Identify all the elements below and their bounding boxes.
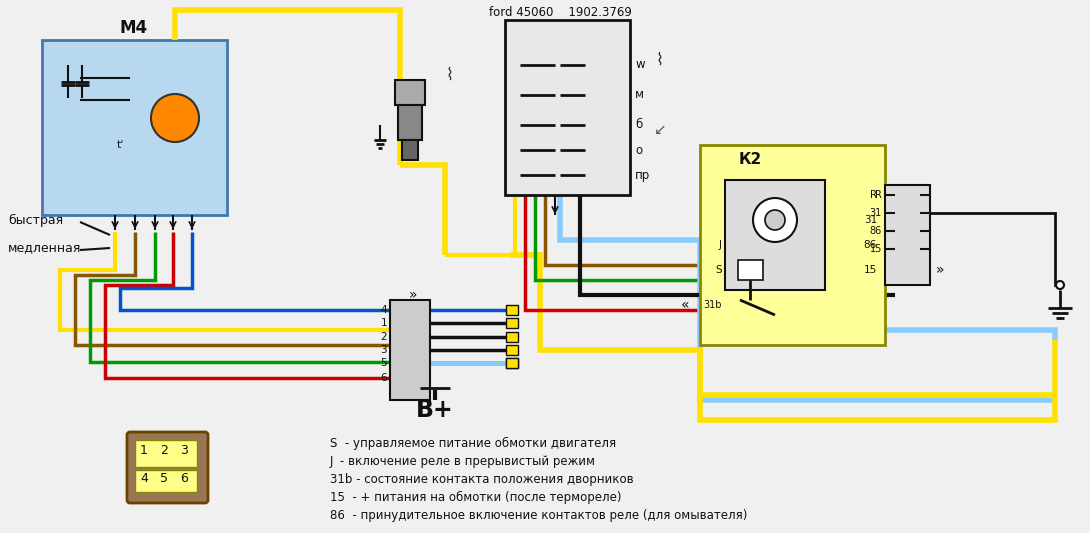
Bar xyxy=(390,300,429,400)
Text: 2: 2 xyxy=(160,445,168,457)
Text: о: о xyxy=(635,143,642,157)
Text: 3: 3 xyxy=(180,445,187,457)
Text: 86  - принудительное включение контактов реле (для омывателя): 86 - принудительное включение контактов … xyxy=(330,508,748,521)
Text: 86: 86 xyxy=(870,226,882,236)
Text: 4: 4 xyxy=(140,472,148,486)
Text: 1: 1 xyxy=(380,318,387,328)
Text: »: » xyxy=(409,288,417,302)
Text: ⌇: ⌇ xyxy=(656,51,664,69)
Text: К2: К2 xyxy=(738,152,762,167)
Bar xyxy=(506,358,518,368)
Bar xyxy=(700,145,885,345)
Text: 6: 6 xyxy=(180,472,187,486)
Circle shape xyxy=(765,210,785,230)
Text: J  - включение реле в прерывистый режим: J - включение реле в прерывистый режим xyxy=(330,455,596,467)
Text: 31: 31 xyxy=(863,215,877,225)
Text: w: w xyxy=(635,59,644,71)
Bar xyxy=(506,318,518,328)
Text: 86: 86 xyxy=(863,240,877,250)
Text: 5: 5 xyxy=(380,358,387,368)
Text: В+: В+ xyxy=(416,398,453,422)
Bar xyxy=(135,440,197,467)
Text: »: » xyxy=(935,263,944,277)
Text: быстрая: быстрая xyxy=(8,213,63,227)
Text: ↙: ↙ xyxy=(654,123,666,138)
Bar xyxy=(506,332,518,342)
Circle shape xyxy=(753,198,797,242)
Text: М4: М4 xyxy=(120,19,148,37)
Text: 15  - + питания на обмотки (после термореле): 15 - + питания на обмотки (после терморе… xyxy=(330,490,621,504)
Bar xyxy=(135,470,197,492)
Text: R: R xyxy=(870,190,877,200)
Bar xyxy=(505,20,630,195)
Text: 2: 2 xyxy=(380,332,387,342)
Text: ford 45060    1902.3769: ford 45060 1902.3769 xyxy=(488,6,631,20)
Circle shape xyxy=(152,94,199,142)
Text: пр: пр xyxy=(635,168,651,182)
Bar xyxy=(395,80,425,105)
Text: 3: 3 xyxy=(380,345,387,355)
Text: б: б xyxy=(635,118,642,132)
Text: 31: 31 xyxy=(870,208,882,218)
Text: 5: 5 xyxy=(160,472,168,486)
Bar xyxy=(506,305,518,315)
Text: 31b - состояние контакта положения дворников: 31b - состояние контакта положения дворн… xyxy=(330,472,633,486)
Bar xyxy=(506,345,518,355)
Text: t': t' xyxy=(117,140,124,150)
Bar xyxy=(398,105,422,140)
Text: ⌇: ⌇ xyxy=(446,66,455,84)
FancyBboxPatch shape xyxy=(128,432,208,503)
Text: 15: 15 xyxy=(863,265,877,275)
Text: 6: 6 xyxy=(380,373,387,383)
Text: 31b: 31b xyxy=(703,300,722,310)
Bar xyxy=(43,40,227,215)
Text: S: S xyxy=(715,265,722,275)
Text: 1: 1 xyxy=(140,445,148,457)
Text: 4: 4 xyxy=(380,305,387,315)
Text: J: J xyxy=(719,240,722,250)
Bar xyxy=(725,180,825,290)
Text: 15: 15 xyxy=(870,244,882,254)
Text: S  - управляемое питание обмотки двигателя: S - управляемое питание обмотки двигател… xyxy=(330,437,616,449)
Text: «: « xyxy=(681,298,689,312)
Bar xyxy=(885,185,930,285)
Bar xyxy=(506,358,518,368)
Text: R: R xyxy=(875,190,882,200)
Text: м: м xyxy=(635,88,644,101)
Bar xyxy=(402,140,417,160)
Text: медленная: медленная xyxy=(8,241,82,254)
Bar xyxy=(738,260,763,280)
Circle shape xyxy=(1056,281,1064,289)
